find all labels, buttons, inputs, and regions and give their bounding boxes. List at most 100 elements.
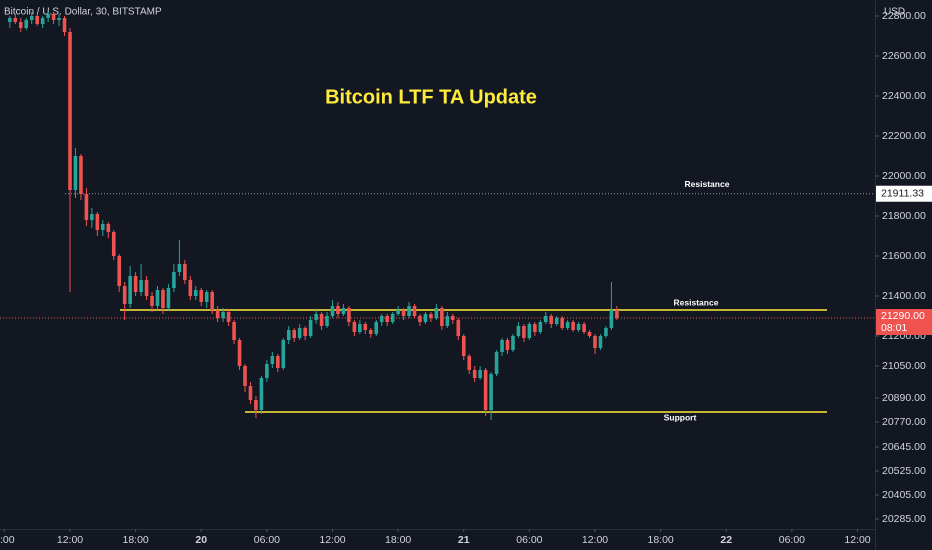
candle-body (57, 18, 61, 20)
x-tick-label: 18:00 (647, 534, 673, 546)
x-tick-label: 22 (720, 534, 732, 546)
candle-body (161, 290, 165, 308)
candle-body (368, 330, 373, 334)
candle-body (150, 296, 154, 306)
candle-body (270, 356, 275, 364)
candle-body (434, 308, 439, 318)
candle-body (598, 336, 603, 348)
y-tick-label: 22400.00 (882, 90, 926, 102)
level-price-box (876, 185, 932, 202)
candle-body (527, 324, 532, 338)
candle-body (341, 308, 346, 314)
candle-body (358, 324, 362, 332)
candle-body (62, 18, 67, 32)
candle-body (221, 312, 225, 318)
candle-body (494, 352, 499, 374)
candle-body (177, 264, 182, 272)
candle-body (243, 366, 247, 386)
candle-body (237, 340, 242, 366)
candle-body (215, 310, 220, 318)
x-tick-label: 6:00 (0, 534, 15, 546)
candle-body (95, 214, 100, 230)
candle-body (204, 292, 209, 302)
candle-body (363, 324, 368, 330)
candle-body (193, 290, 198, 296)
candle-body (390, 314, 395, 322)
candle-body (543, 316, 548, 322)
candle-body (265, 364, 269, 378)
candle-body (46, 14, 50, 18)
x-tick-label: 12:00 (844, 534, 870, 546)
candle-body (183, 264, 187, 280)
candle-body (101, 224, 105, 230)
x-tick-label: 06:00 (254, 534, 280, 546)
candle-body (122, 286, 127, 304)
candle-body (560, 318, 564, 328)
countdown-label: 08:01 (881, 322, 907, 334)
candle-body (297, 328, 302, 338)
candle-body (281, 340, 286, 368)
y-tick-label: 20285.00 (882, 513, 926, 525)
x-tick-label: 18:00 (385, 534, 411, 546)
candle-body (516, 326, 521, 336)
candle-body (565, 322, 570, 328)
y-tick-label: 21800.00 (882, 210, 926, 222)
candle-body (79, 156, 83, 194)
x-tick-label: 12:00 (582, 534, 608, 546)
candle-body (615, 310, 619, 318)
candle-body (139, 280, 143, 292)
candle-body (533, 324, 537, 332)
candle-body (593, 336, 597, 348)
candle-body (292, 330, 297, 338)
candle-body (451, 316, 455, 320)
annotation: Bitcoin LTF TA Update (325, 86, 537, 108)
candle-body (571, 322, 575, 330)
candle-body (483, 370, 488, 410)
candle-body (248, 386, 253, 400)
candle-body (303, 328, 307, 336)
x-tick-label: 18:00 (122, 534, 148, 546)
candle-body (472, 370, 477, 378)
candle-body (172, 272, 176, 288)
y-tick-label: 20645.00 (882, 441, 926, 453)
candle-body (210, 292, 214, 310)
y-tick-label: 22000.00 (882, 170, 926, 182)
candle-body (232, 322, 236, 340)
candle-body (35, 16, 39, 24)
candle-body (511, 336, 515, 350)
level-price-label: 21911.33 (881, 188, 924, 200)
candle-body (128, 276, 132, 304)
candle-body (18, 22, 23, 28)
candle-body (549, 316, 554, 324)
candle-body (385, 316, 389, 322)
candle-body (374, 322, 379, 334)
candle-body (111, 232, 116, 256)
candle-body (276, 356, 280, 368)
candle-body (522, 326, 526, 338)
candle-body (423, 314, 428, 322)
candle-body (286, 330, 291, 340)
candle-body (604, 328, 608, 336)
candle-body (336, 306, 340, 314)
level-label: Resistance (674, 297, 719, 307)
candle-body (505, 340, 510, 350)
candle-body (319, 314, 324, 326)
candle-body (412, 306, 417, 316)
candle-body (13, 18, 18, 22)
y-tick-label: 22800.00 (882, 10, 926, 22)
candle-body (461, 336, 466, 356)
candle-body (73, 156, 78, 190)
y-tick-label: 21050.00 (882, 360, 926, 372)
candle-body (259, 378, 264, 410)
candle-body (489, 374, 493, 410)
candle-body (456, 320, 461, 336)
candle-body (445, 316, 450, 326)
y-tick-label: 22600.00 (882, 50, 926, 62)
y-tick-label: 22200.00 (882, 130, 926, 142)
y-tick-label: 20405.00 (882, 489, 926, 501)
candle-body (29, 16, 34, 20)
y-tick-label: 21400.00 (882, 290, 926, 302)
candle-body (117, 256, 122, 286)
x-tick-label: 12:00 (319, 534, 345, 546)
